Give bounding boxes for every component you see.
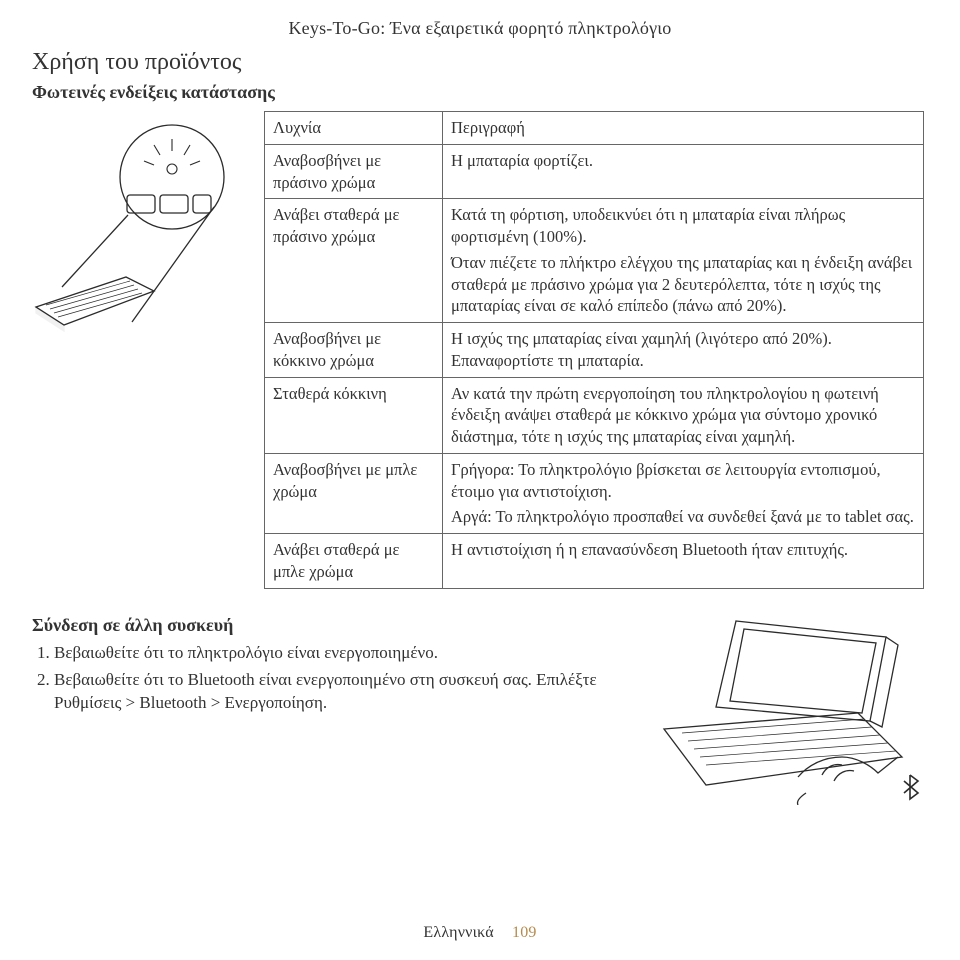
tablet-pairing-svg xyxy=(648,615,928,805)
footer-page-number: 109 xyxy=(512,924,537,941)
table-row: Αναβοσβήνει με μπλε χρώμα Γρήγορα: Το πλ… xyxy=(265,453,924,533)
step-item: Βεβαιωθείτε ότι το πληκτρολόγιο είναι εν… xyxy=(54,642,624,665)
section-subtitle: Φωτεινές ενδείξεις κατάστασης xyxy=(32,82,928,103)
cell-desc: Η ισχύς της μπαταρίας είναι χαμηλή (λιγό… xyxy=(443,323,924,378)
table-header-light: Λυχνία xyxy=(265,112,443,145)
cell-desc: Η μπαταρία φορτίζει. xyxy=(443,144,924,199)
keyboard-zoom-svg xyxy=(32,117,252,337)
table-row: Αναβοσβήνει με πράσινο χρώμα Η μπαταρία … xyxy=(265,144,924,199)
status-table: Λυχνία Περιγραφή Αναβοσβήνει με πράσινο … xyxy=(264,111,924,589)
step-item: Βεβαιωθείτε ότι το Bluetooth είναι ενεργ… xyxy=(54,669,624,715)
cell-light: Αναβοσβήνει με κόκκινο χρώμα xyxy=(265,323,443,378)
cell-desc: Γρήγορα: Το πληκτρολόγιο βρίσκεται σε λε… xyxy=(443,453,924,533)
section-title: Χρήση του προϊόντος xyxy=(32,49,928,76)
cell-light: Ανάβει σταθερά με μπλε χρώμα xyxy=(265,534,443,589)
cell-light: Ανάβει σταθερά με πράσινο χρώμα xyxy=(265,199,443,323)
cell-light: Αναβοσβήνει με πράσινο χρώμα xyxy=(265,144,443,199)
footer-lang: Ελληννικά xyxy=(423,924,493,941)
table-row: Ανάβει σταθερά με μπλε χρώμα Η αντιστοίχ… xyxy=(265,534,924,589)
cell-desc: Η αντιστοίχιση ή η επανασύνδεση Bluetoot… xyxy=(443,534,924,589)
connect-text: Σύνδεση σε άλλη συσκευή Βεβαιωθείτε ότι … xyxy=(32,615,624,719)
keyboard-illustration xyxy=(32,111,252,342)
product-title: Keys-To-Go: Ένα εξαιρετικά φορητό πληκτρ… xyxy=(32,18,928,39)
tablet-pairing-illustration xyxy=(648,615,928,810)
page-footer: Ελληννικά 109 xyxy=(0,924,960,942)
connect-steps: Βεβαιωθείτε ότι το πληκτρολόγιο είναι εν… xyxy=(54,642,624,715)
connect-section: Σύνδεση σε άλλη συσκευή Βεβαιωθείτε ότι … xyxy=(32,615,928,810)
table-row: Αναβοσβήνει με κόκκινο χρώμα Η ισχύς της… xyxy=(265,323,924,378)
cell-light: Σταθερά κόκκινη xyxy=(265,377,443,453)
table-row: Ανάβει σταθερά με πράσινο χρώμα Κατά τη … xyxy=(265,199,924,323)
cell-desc: Αν κατά την πρώτη ενεργοποίηση του πληκτ… xyxy=(443,377,924,453)
connect-title: Σύνδεση σε άλλη συσκευή xyxy=(32,615,624,636)
top-row: Λυχνία Περιγραφή Αναβοσβήνει με πράσινο … xyxy=(32,111,928,589)
table-row: Σταθερά κόκκινη Αν κατά την πρώτη ενεργο… xyxy=(265,377,924,453)
table-header-desc: Περιγραφή xyxy=(443,112,924,145)
cell-desc: Κατά τη φόρτιση, υποδεικνύει ότι η μπατα… xyxy=(443,199,924,323)
cell-light: Αναβοσβήνει με μπλε χρώμα xyxy=(265,453,443,533)
